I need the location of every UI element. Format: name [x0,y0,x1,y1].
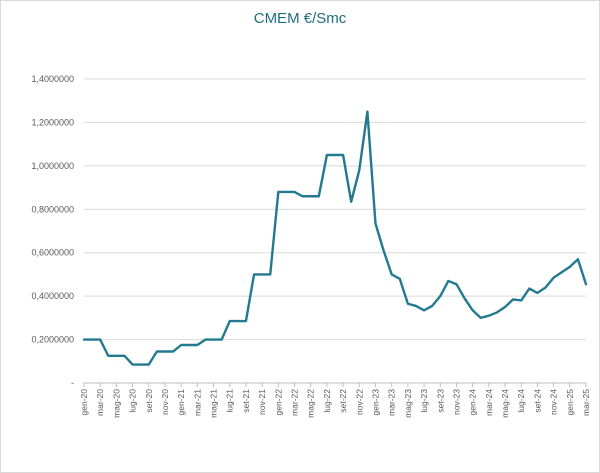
y-tick-label: 1,0000000 [31,161,74,171]
x-tick-label: nov-20 [160,389,170,415]
x-tick-label: nov-24 [549,389,559,415]
x-tick-label: gen-24 [468,389,478,416]
x-tick-label: lug-23 [419,389,429,413]
y-tick-label: - [71,378,74,388]
y-axis-ticks: - 0,2000000 0,4000000 0,6000000 0,8000000 1,0… [31,74,74,388]
x-tick-label: mag-24 [500,389,510,418]
x-tick-label: set-21 [241,389,251,413]
x-tick-label: mar-22 [290,389,300,416]
x-axis-ticks: gen-20 mar-20 mag-20 lug-20 set-20 nov-20 gen-… [79,383,591,418]
x-tick-label: lug-20 [128,389,138,413]
gridlines [84,78,586,384]
x-tick-label: gen-22 [273,389,283,416]
x-tick-label: mag-22 [306,389,316,418]
x-tick-label: mar-24 [484,389,494,416]
x-tick-label: gen-20 [79,389,89,416]
x-tick-label: nov-22 [354,389,364,415]
y-tick-label: 0,6000000 [31,248,74,258]
x-tick-label: gen-25 [565,389,575,416]
x-tick-label: mar-21 [192,389,202,416]
y-tick-label: 0,2000000 [31,335,74,345]
y-tick-label: 0,8000000 [31,204,74,214]
x-tick-label: set-24 [532,389,542,413]
series-layer [82,110,588,366]
x-tick-label: mag-23 [403,389,413,418]
x-tick-label: mag-21 [209,389,219,418]
x-tick-label: nov-21 [257,389,267,415]
x-tick-label: gen-23 [370,389,380,416]
x-tick-label: mag-20 [111,389,121,418]
x-tick-label: set-23 [435,389,445,413]
y-tick-label: 0,4000000 [31,291,74,301]
x-tick-label: set-22 [338,389,348,413]
x-tick-label: mar-25 [581,389,591,416]
x-tick-label: nov-23 [451,389,461,415]
chart-title: CMEM €/Smc [253,10,347,27]
x-tick-label: gen-21 [176,389,186,416]
x-tick-label: mar-20 [95,389,105,416]
series-line [82,110,588,366]
x-tick-label: lug-24 [516,389,526,413]
x-tick-label: mar-23 [387,389,397,416]
x-tick-label: lug-21 [225,389,235,413]
y-tick-label: 1,4000000 [31,74,74,84]
x-tick-label: lug-22 [322,389,332,413]
y-tick-label: 1,2000000 [31,117,74,127]
x-tick-label: set-20 [144,389,154,413]
